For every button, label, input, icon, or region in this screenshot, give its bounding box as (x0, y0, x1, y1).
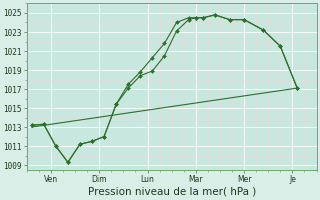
X-axis label: Pression niveau de la mer( hPa ): Pression niveau de la mer( hPa ) (88, 187, 256, 197)
